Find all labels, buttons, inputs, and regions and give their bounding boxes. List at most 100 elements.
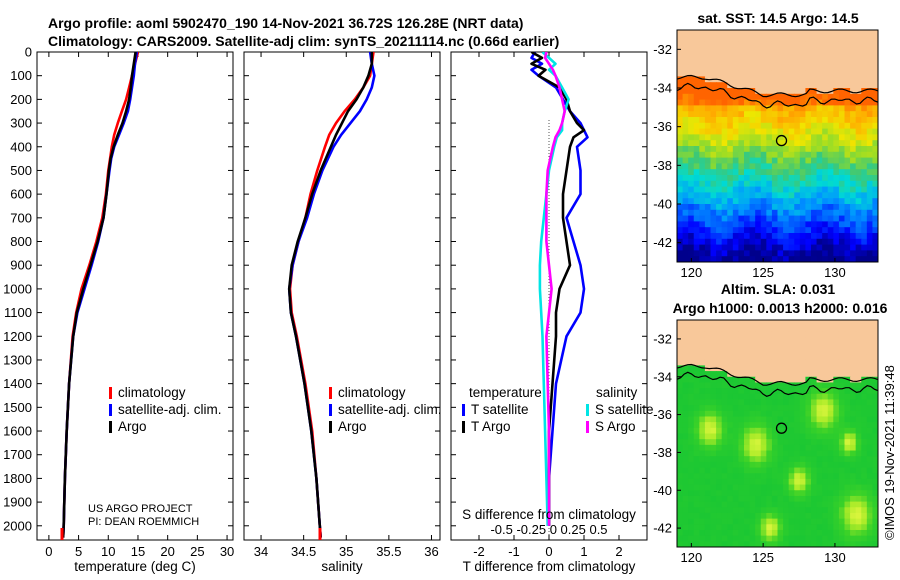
map-cell — [794, 399, 801, 406]
map-cell — [760, 41, 767, 48]
map-cell — [783, 99, 790, 106]
map-cell — [811, 512, 818, 520]
map-cell — [788, 99, 795, 106]
map-cell — [822, 427, 829, 435]
map-cell — [704, 180, 712, 188]
map-cell — [755, 82, 762, 89]
map-cell — [794, 467, 801, 474]
map-cell — [777, 331, 784, 338]
map-cell — [844, 53, 851, 60]
map-cell — [788, 128, 795, 135]
map-cell — [688, 524, 695, 531]
map-cell — [827, 444, 834, 452]
map-cell — [738, 456, 745, 463]
map-cell — [850, 180, 857, 188]
map-cell — [777, 198, 784, 205]
map-cell — [866, 53, 874, 60]
map-cell — [693, 410, 700, 418]
map-cell — [716, 47, 723, 54]
map-cell — [866, 76, 874, 83]
map-cell — [866, 140, 874, 147]
map-cell — [822, 175, 829, 182]
map-cell — [749, 238, 756, 246]
y-tick-label: 400 — [10, 139, 32, 154]
map-cell — [760, 70, 767, 77]
map-cell — [721, 122, 728, 130]
map-cell — [693, 433, 700, 440]
map-cell — [844, 215, 851, 222]
map-cell — [744, 376, 751, 384]
map-cell — [794, 122, 801, 130]
map-cell — [811, 331, 818, 338]
map-cell — [732, 461, 740, 469]
map-cell — [738, 376, 745, 384]
map-cell — [755, 439, 762, 446]
map-cell — [771, 140, 779, 147]
map-cell — [822, 76, 829, 83]
map-cell — [744, 359, 751, 366]
map-cell — [755, 192, 762, 199]
map-cell — [710, 256, 717, 262]
map-cell — [833, 371, 840, 378]
map-cell — [744, 365, 751, 372]
map-cell — [794, 422, 801, 429]
map-cell — [850, 134, 857, 141]
map-cell — [682, 484, 689, 491]
map-cell — [850, 105, 857, 112]
map-cell — [827, 535, 834, 542]
map-cell — [682, 134, 689, 141]
map-cell — [766, 365, 773, 372]
map-cell — [688, 331, 695, 338]
map-cell — [811, 405, 818, 412]
map-cell — [682, 151, 689, 159]
map-cell — [716, 439, 723, 446]
map-cell — [732, 371, 740, 378]
map-cell — [833, 93, 840, 101]
map-cell — [727, 433, 734, 440]
map-cell — [755, 456, 762, 463]
map-cell — [760, 53, 767, 60]
map-cell — [777, 444, 784, 452]
map-cell — [710, 105, 717, 112]
y-tick-label: 900 — [10, 258, 32, 273]
map-cell — [682, 128, 689, 135]
map-cell — [749, 157, 756, 164]
map-cell — [693, 82, 700, 89]
map-cell — [788, 175, 795, 182]
map-cell — [716, 233, 723, 240]
map-cell — [716, 416, 723, 423]
map-cell — [777, 111, 784, 118]
map-cell — [738, 541, 745, 547]
map-cell — [688, 88, 695, 95]
imos-timestamp: ©IMOS 19-Nov-2021 11:39:48 — [882, 365, 897, 540]
map-cell — [704, 325, 712, 332]
map-cell — [693, 444, 700, 452]
map-cell — [855, 41, 862, 48]
map-cell — [693, 450, 700, 457]
map-cell — [749, 359, 756, 366]
map-cell — [688, 70, 695, 77]
map-cell — [805, 64, 812, 72]
map-cell — [805, 163, 812, 170]
map-cell — [766, 122, 773, 130]
map-cell — [677, 117, 684, 124]
map-cell — [805, 105, 812, 112]
map-cell — [766, 359, 773, 366]
map-cell — [688, 473, 695, 480]
map-cell — [749, 342, 756, 349]
map-cell — [861, 359, 868, 366]
map-cell — [677, 134, 684, 141]
map-cell — [716, 433, 723, 440]
map-cell — [788, 256, 795, 262]
map-cell — [833, 444, 840, 452]
map-cell — [805, 382, 812, 389]
legend-label-s-satellite: S satellite — [595, 402, 654, 417]
map-cell — [805, 365, 812, 372]
map-cell — [766, 244, 773, 251]
map-cell — [872, 331, 878, 338]
map-cell — [749, 146, 756, 153]
map-cell — [811, 433, 818, 440]
map-cell — [794, 30, 801, 37]
map-cell — [783, 35, 790, 43]
map-cell — [699, 140, 706, 147]
